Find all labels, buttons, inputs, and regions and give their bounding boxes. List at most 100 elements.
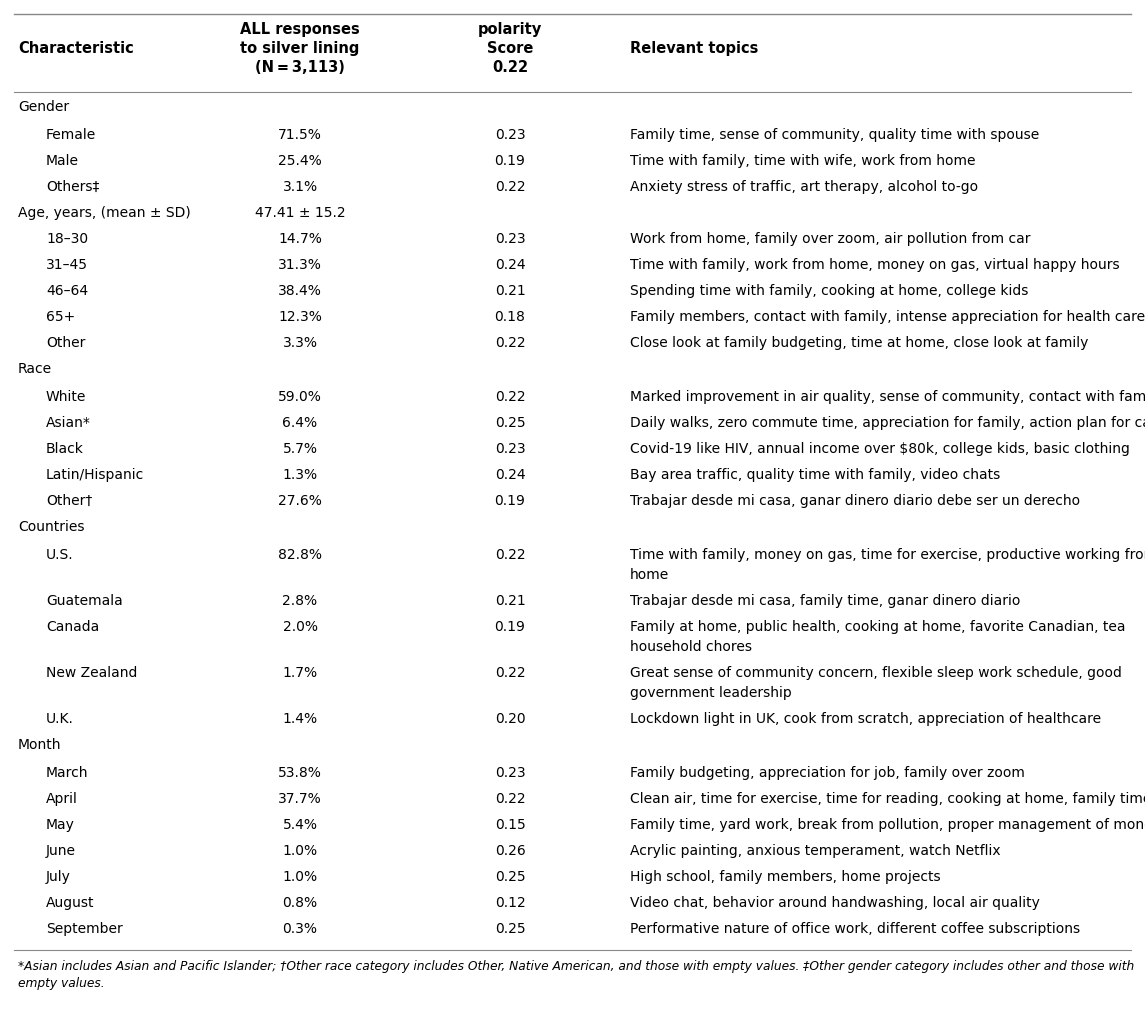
Text: Race: Race <box>18 362 53 376</box>
Text: 2.0%: 2.0% <box>283 620 317 634</box>
Text: March: March <box>46 766 88 780</box>
Text: 18–30: 18–30 <box>46 232 88 246</box>
Text: Trabajar desde mi casa, ganar dinero diario debe ser un derecho: Trabajar desde mi casa, ganar dinero dia… <box>630 494 1080 508</box>
Text: July: July <box>46 870 71 884</box>
Text: *Asian includes Asian and Pacific Islander; †Other race category includes Other,: *Asian includes Asian and Pacific Island… <box>18 960 1135 973</box>
Text: 12.3%: 12.3% <box>278 310 322 324</box>
Text: 0.22: 0.22 <box>495 792 526 806</box>
Text: ALL responses: ALL responses <box>240 22 360 37</box>
Text: Black: Black <box>46 442 84 456</box>
Text: 0.15: 0.15 <box>495 818 526 832</box>
Text: 31.3%: 31.3% <box>278 258 322 272</box>
Text: 0.3%: 0.3% <box>283 922 317 936</box>
Text: 53.8%: 53.8% <box>278 766 322 780</box>
Text: 0.22: 0.22 <box>492 60 528 75</box>
Text: 0.21: 0.21 <box>495 284 526 298</box>
Text: Female: Female <box>46 128 96 142</box>
Text: Work from home, family over zoom, air pollution from car: Work from home, family over zoom, air po… <box>630 232 1030 246</box>
Text: Countries: Countries <box>18 520 85 534</box>
Text: to silver lining: to silver lining <box>240 41 360 56</box>
Text: 0.25: 0.25 <box>495 870 526 884</box>
Text: 0.24: 0.24 <box>495 258 526 272</box>
Text: Other: Other <box>46 336 86 350</box>
Text: Family budgeting, appreciation for job, family over zoom: Family budgeting, appreciation for job, … <box>630 766 1025 780</box>
Text: 31–45: 31–45 <box>46 258 88 272</box>
Text: 0.23: 0.23 <box>495 128 526 142</box>
Text: U.S.: U.S. <box>46 548 73 562</box>
Text: 0.25: 0.25 <box>495 922 526 936</box>
Text: 37.7%: 37.7% <box>278 792 322 806</box>
Text: Asian*: Asian* <box>46 416 90 430</box>
Text: August: August <box>46 896 95 910</box>
Text: (N = 3,113): (N = 3,113) <box>255 60 345 75</box>
Text: 3.1%: 3.1% <box>283 180 317 194</box>
Text: 0.25: 0.25 <box>495 416 526 430</box>
Text: Time with family, money on gas, time for exercise, productive working from: Time with family, money on gas, time for… <box>630 548 1145 562</box>
Text: 6.4%: 6.4% <box>283 416 317 430</box>
Text: 46–64: 46–64 <box>46 284 88 298</box>
Text: 2.8%: 2.8% <box>283 594 317 608</box>
Text: Relevant topics: Relevant topics <box>630 41 758 56</box>
Text: 27.6%: 27.6% <box>278 494 322 508</box>
Text: Guatemala: Guatemala <box>46 594 123 608</box>
Text: Great sense of community concern, flexible sleep work schedule, good: Great sense of community concern, flexib… <box>630 666 1122 680</box>
Text: U.K.: U.K. <box>46 712 74 726</box>
Text: 0.22: 0.22 <box>495 666 526 680</box>
Text: Family members, contact with family, intense appreciation for health care: Family members, contact with family, int… <box>630 310 1145 324</box>
Text: 0.23: 0.23 <box>495 232 526 246</box>
Text: 0.22: 0.22 <box>495 548 526 562</box>
Text: 38.4%: 38.4% <box>278 284 322 298</box>
Text: Latin/Hispanic: Latin/Hispanic <box>46 468 144 482</box>
Text: 0.22: 0.22 <box>495 180 526 194</box>
Text: Characteristic: Characteristic <box>18 41 134 56</box>
Text: 1.4%: 1.4% <box>283 712 317 726</box>
Text: 59.0%: 59.0% <box>278 390 322 404</box>
Text: Marked improvement in air quality, sense of community, contact with family: Marked improvement in air quality, sense… <box>630 390 1145 404</box>
Text: Performative nature of office work, different coffee subscriptions: Performative nature of office work, diff… <box>630 922 1080 936</box>
Text: June: June <box>46 844 76 858</box>
Text: 0.20: 0.20 <box>495 712 526 726</box>
Text: 47.41 ± 15.2: 47.41 ± 15.2 <box>254 206 346 220</box>
Text: 82.8%: 82.8% <box>278 548 322 562</box>
Text: 0.19: 0.19 <box>495 620 526 634</box>
Text: Other†: Other† <box>46 494 93 508</box>
Text: 0.19: 0.19 <box>495 494 526 508</box>
Text: Close look at family budgeting, time at home, close look at family: Close look at family budgeting, time at … <box>630 336 1089 350</box>
Text: 3.3%: 3.3% <box>283 336 317 350</box>
Text: 0.23: 0.23 <box>495 766 526 780</box>
Text: government leadership: government leadership <box>630 686 791 700</box>
Text: Canada: Canada <box>46 620 100 634</box>
Text: New Zealand: New Zealand <box>46 666 137 680</box>
Text: 65+: 65+ <box>46 310 76 324</box>
Text: May: May <box>46 818 74 832</box>
Text: 0.22: 0.22 <box>495 390 526 404</box>
Text: Time with family, work from home, money on gas, virtual happy hours: Time with family, work from home, money … <box>630 258 1120 272</box>
Text: 0.21: 0.21 <box>495 594 526 608</box>
Text: Gender: Gender <box>18 100 69 114</box>
Text: 0.19: 0.19 <box>495 154 526 168</box>
Text: 0.22: 0.22 <box>495 336 526 350</box>
Text: April: April <box>46 792 78 806</box>
Text: polarity: polarity <box>477 22 542 37</box>
Text: home: home <box>630 568 669 582</box>
Text: Acrylic painting, anxious temperament, watch Netflix: Acrylic painting, anxious temperament, w… <box>630 844 1001 858</box>
Text: Bay area traffic, quality time with family, video chats: Bay area traffic, quality time with fami… <box>630 468 1001 482</box>
Text: Clean air, time for exercise, time for reading, cooking at home, family time: Clean air, time for exercise, time for r… <box>630 792 1145 806</box>
Text: 5.7%: 5.7% <box>283 442 317 456</box>
Text: Anxiety stress of traffic, art therapy, alcohol to-go: Anxiety stress of traffic, art therapy, … <box>630 180 978 194</box>
Text: Spending time with family, cooking at home, college kids: Spending time with family, cooking at ho… <box>630 284 1028 298</box>
Text: 1.0%: 1.0% <box>283 870 317 884</box>
Text: 1.0%: 1.0% <box>283 844 317 858</box>
Text: September: September <box>46 922 123 936</box>
Text: Others‡: Others‡ <box>46 180 100 194</box>
Text: Age, years, (mean ± SD): Age, years, (mean ± SD) <box>18 206 191 220</box>
Text: Covid-19 like HIV, annual income over $80k, college kids, basic clothing: Covid-19 like HIV, annual income over $8… <box>630 442 1130 456</box>
Text: Score: Score <box>487 41 534 56</box>
Text: 1.7%: 1.7% <box>283 666 317 680</box>
Text: 0.8%: 0.8% <box>283 896 317 910</box>
Text: Month: Month <box>18 738 62 752</box>
Text: 0.26: 0.26 <box>495 844 526 858</box>
Text: 0.12: 0.12 <box>495 896 526 910</box>
Text: 0.24: 0.24 <box>495 468 526 482</box>
Text: 0.18: 0.18 <box>495 310 526 324</box>
